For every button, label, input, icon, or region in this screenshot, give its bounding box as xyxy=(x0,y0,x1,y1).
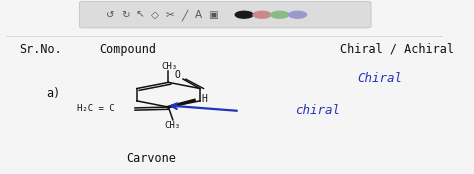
Circle shape xyxy=(289,11,307,18)
Text: ▣: ▣ xyxy=(208,10,218,20)
Text: CH₃: CH₃ xyxy=(165,121,181,129)
Text: A: A xyxy=(195,10,202,20)
Text: Chiral / Achiral: Chiral / Achiral xyxy=(340,43,454,56)
Text: Compound: Compound xyxy=(100,43,156,56)
Circle shape xyxy=(253,11,271,18)
Text: ↖: ↖ xyxy=(136,10,145,20)
Text: ↺: ↺ xyxy=(106,10,115,20)
Text: Sr.No.: Sr.No. xyxy=(19,43,62,56)
FancyBboxPatch shape xyxy=(79,1,371,28)
Circle shape xyxy=(271,11,289,18)
Circle shape xyxy=(235,11,253,18)
Text: Carvone: Carvone xyxy=(126,152,176,165)
Text: ✂: ✂ xyxy=(165,10,174,20)
Text: Chiral: Chiral xyxy=(358,72,403,85)
Text: CH₃: CH₃ xyxy=(162,62,178,71)
Text: chiral: chiral xyxy=(295,104,340,117)
Text: ╱: ╱ xyxy=(182,9,188,21)
Text: O: O xyxy=(175,70,181,80)
Text: a): a) xyxy=(46,87,60,100)
Text: H: H xyxy=(201,94,207,104)
Text: ↻: ↻ xyxy=(121,10,129,20)
Text: ◇: ◇ xyxy=(151,10,159,20)
Text: H₂C = C: H₂C = C xyxy=(77,104,115,113)
